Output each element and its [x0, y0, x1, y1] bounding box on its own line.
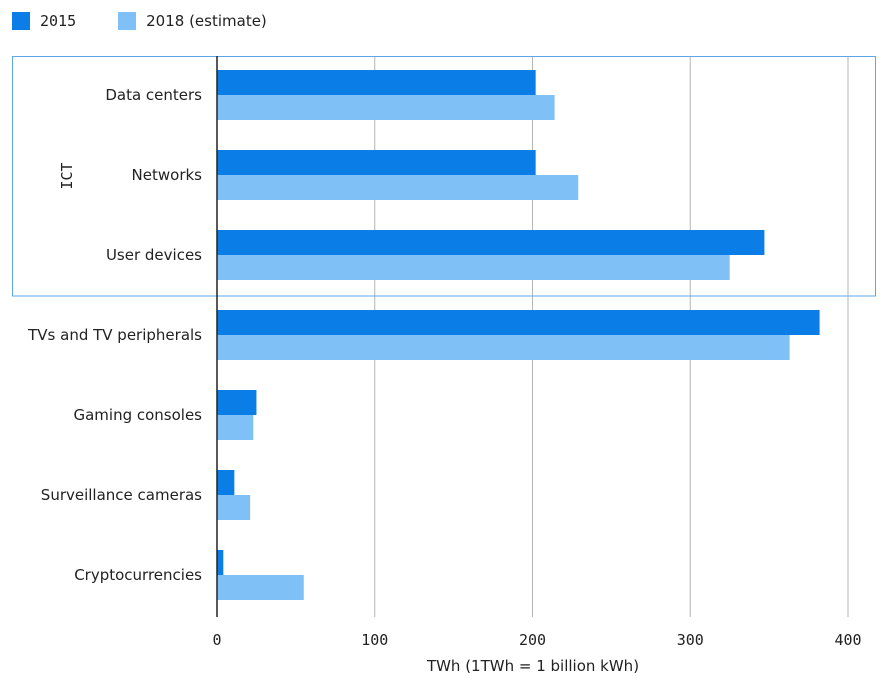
legend-item-2015: 2015 — [12, 12, 76, 30]
x-tick-label-200: 200 — [519, 631, 546, 649]
x-tick-label-0: 0 — [212, 631, 221, 649]
bar-2015-networks — [217, 150, 536, 175]
bar-2018-networks — [217, 175, 579, 200]
bar-2018-gaming-consoles — [217, 415, 254, 440]
x-axis-title: TWh (1TWh = 1 billion kWh) — [426, 657, 639, 675]
bar-2018-data-centers — [217, 95, 555, 120]
x-tick-label-300: 300 — [677, 631, 704, 649]
category-label-networks: Networks — [132, 166, 203, 184]
category-label-data-centers: Data centers — [105, 86, 202, 104]
legend-label-2018: 2018 (estimate) — [146, 12, 267, 30]
bar-2018-user-devices — [217, 255, 730, 280]
legend-label-2015: 2015 — [40, 12, 77, 30]
bar-2015-cryptocurrencies — [217, 550, 224, 575]
bar-2015-surveillance-cameras — [217, 470, 235, 495]
category-label-tvs-and-tv-peripherals: TVs and TV peripherals — [27, 326, 202, 344]
bar-2018-cryptocurrencies — [217, 575, 304, 600]
category-label-user-devices: User devices — [106, 246, 202, 264]
bar-2015-tvs-and-tv-peripherals — [217, 310, 820, 335]
bar-2015-user-devices — [217, 230, 765, 255]
bar-2015-gaming-consoles — [217, 390, 257, 415]
x-tick-label-400: 400 — [834, 631, 861, 649]
bar-2015-data-centers — [217, 70, 536, 95]
category-label-gaming-consoles: Gaming consoles — [73, 406, 202, 424]
legend-swatch-2018 — [118, 12, 137, 30]
legend-swatch-2015 — [12, 12, 30, 30]
legend-item-2018: 2018 (estimate) — [118, 12, 267, 30]
category-label-cryptocurrencies: Cryptocurrencies — [74, 566, 202, 584]
legend: 2015 2018 (estimate) — [12, 12, 309, 30]
bar-2018-tvs-and-tv-peripherals — [217, 335, 790, 360]
category-label-surveillance-cameras: Surveillance cameras — [41, 486, 202, 504]
x-tick-label-100: 100 — [361, 631, 388, 649]
ict-group-box — [12, 56, 876, 297]
ict-group-label: ICT — [58, 162, 76, 189]
bar-2018-surveillance-cameras — [217, 495, 251, 520]
